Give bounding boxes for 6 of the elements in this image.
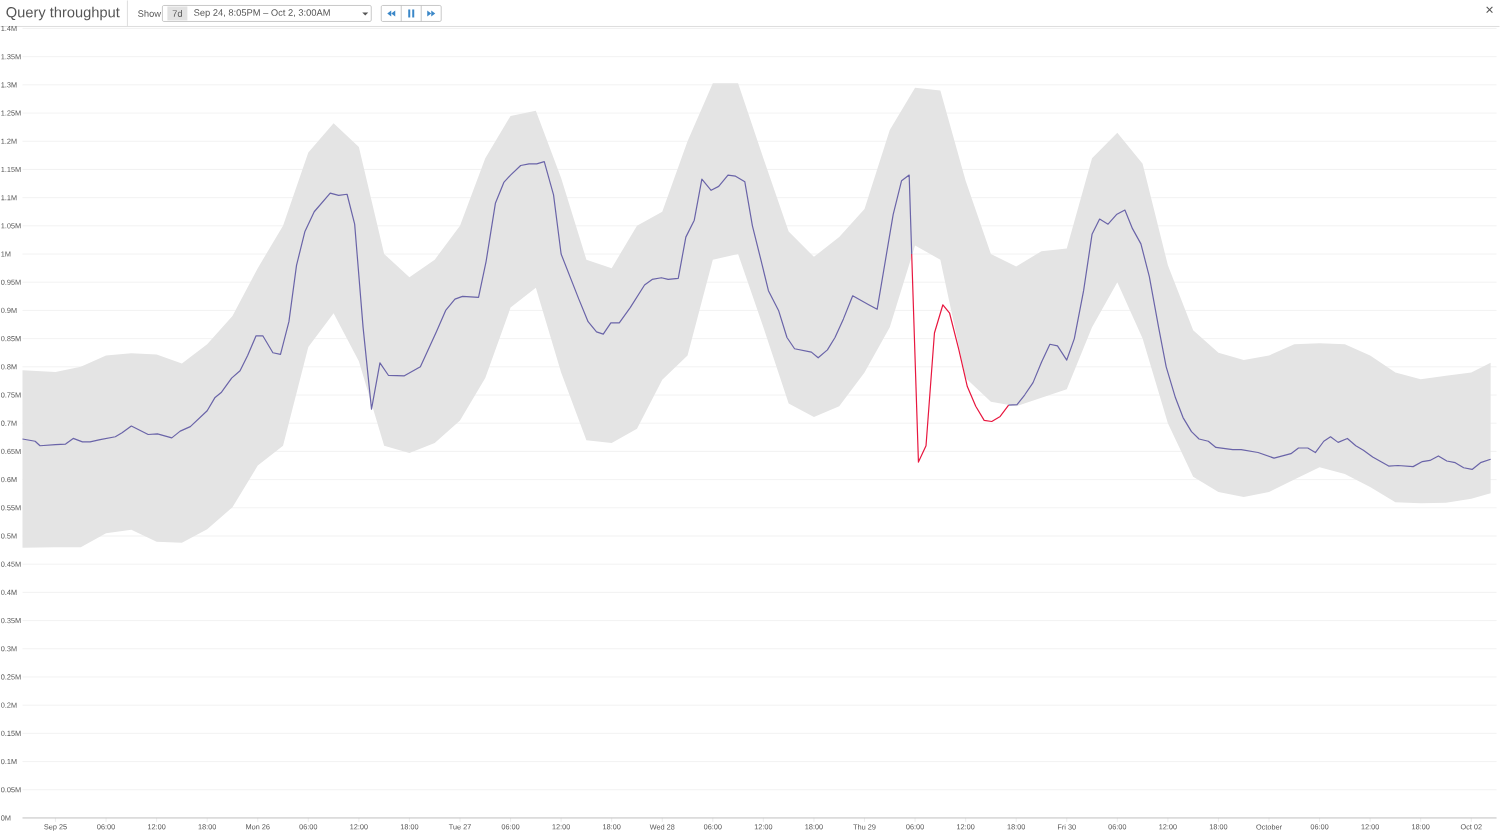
text: × [1486,6,1493,13]
text: Show [138,10,162,17]
chart-title: Query throughput [6,6,120,21]
line-series [911,253,1010,463]
text: 7d [172,10,182,17]
chart-subtitle: Sep 24, 8:05PM – Oct 2, 3:00AM [194,9,330,18]
